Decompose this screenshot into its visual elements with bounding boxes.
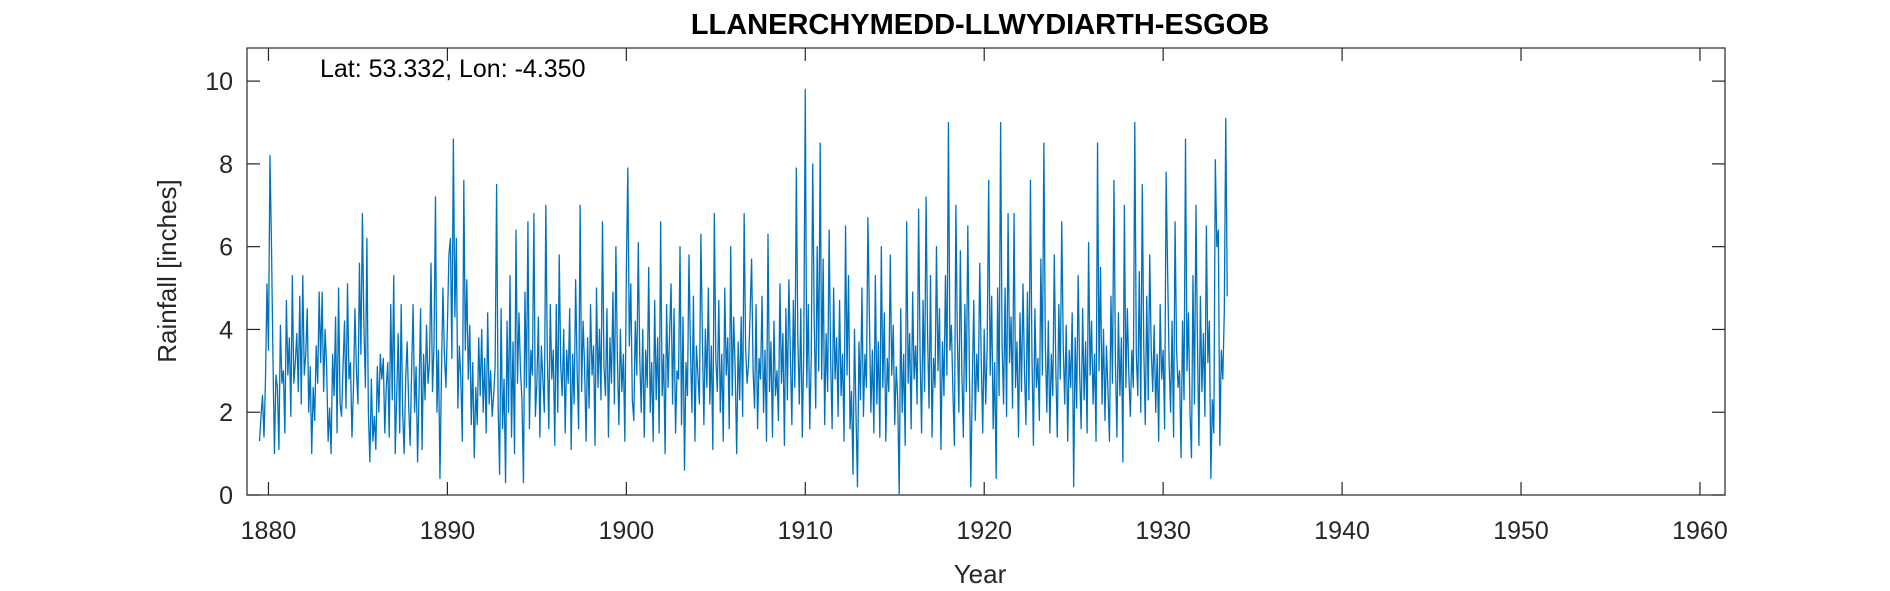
y-tick-label: 8 — [219, 151, 233, 179]
x-axis-label: Year — [954, 559, 1007, 589]
x-tick-label: 1910 — [777, 517, 833, 545]
y-axis: 0 2 4 6 8 10 — [205, 68, 1725, 510]
x-tick-label: 1880 — [241, 517, 297, 545]
x-tick-label: 1940 — [1314, 517, 1370, 545]
y-tick-label: 4 — [219, 316, 233, 344]
x-axis: 1880 1890 1900 1910 1920 1930 1940 1950 1960 — [241, 48, 1728, 545]
y-axis-label: Rainfall [inches] — [152, 179, 182, 363]
y-tick-label: 6 — [219, 234, 233, 262]
y-tick-label: 0 — [219, 482, 233, 510]
x-tick-label: 1920 — [956, 517, 1012, 545]
chart-title: LLANERCHYMEDD-LLWYDIARTH-ESGOB — [691, 9, 1269, 41]
x-tick-label: 1960 — [1672, 517, 1728, 545]
y-tick-label: 10 — [205, 68, 233, 96]
x-tick-label: 1950 — [1493, 517, 1549, 545]
rainfall-series-line — [258, 88, 1228, 496]
x-tick-label: 1900 — [599, 517, 655, 545]
y-tick-label: 2 — [219, 399, 233, 427]
x-tick-label: 1930 — [1135, 517, 1191, 545]
x-tick-label: 1890 — [420, 517, 476, 545]
location-annotation: Lat: 53.332, Lon: -4.350 — [320, 55, 586, 83]
plot-area — [246, 47, 1726, 496]
